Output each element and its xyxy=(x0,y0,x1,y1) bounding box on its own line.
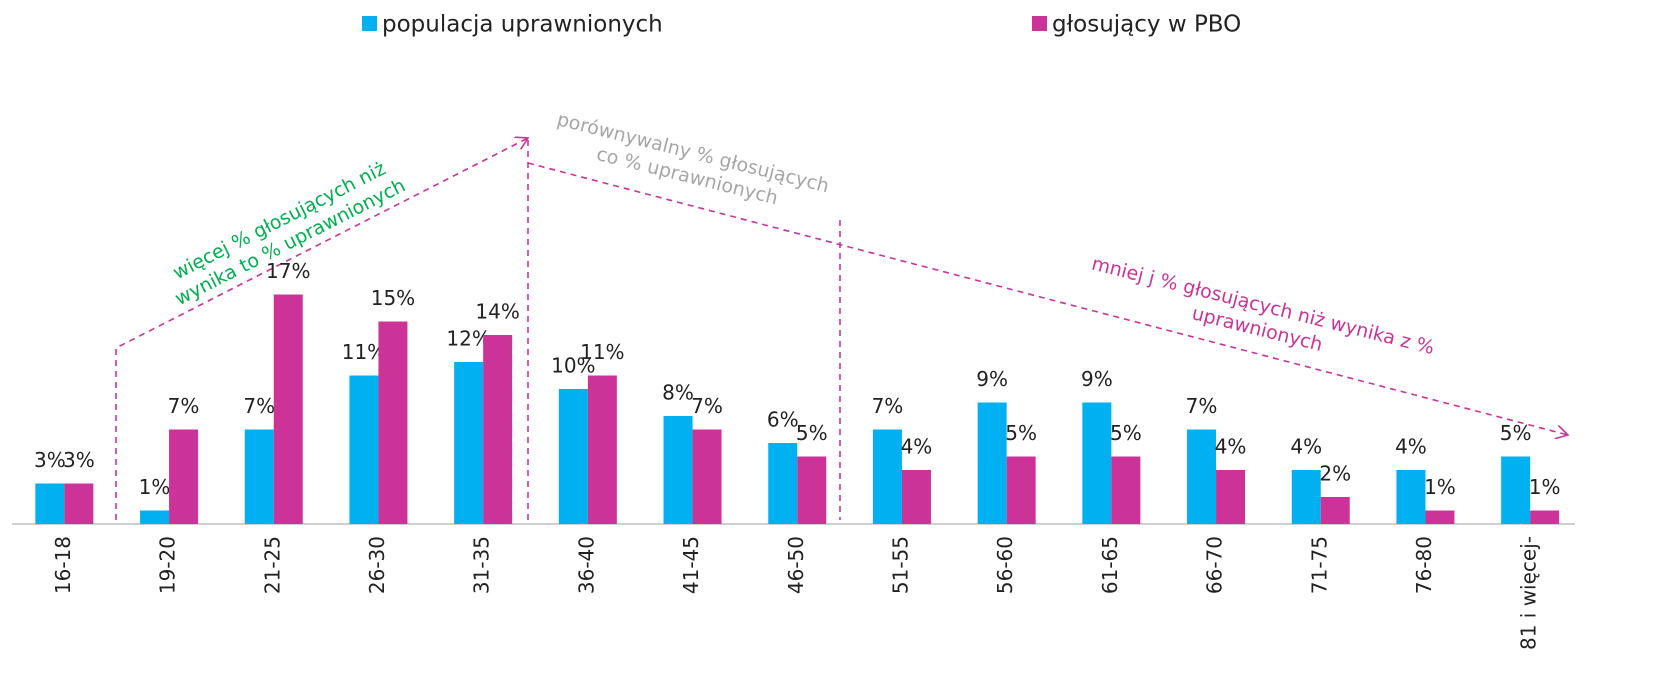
value-label: 7% xyxy=(243,394,275,418)
legend-label: populacja uprawnionych xyxy=(382,12,663,38)
bar xyxy=(797,456,827,524)
value-label: 17% xyxy=(266,259,310,283)
bar xyxy=(378,321,408,524)
value-label: 9% xyxy=(1081,367,1113,391)
value-label: 10% xyxy=(551,354,595,378)
bar xyxy=(692,429,722,524)
value-label: 1% xyxy=(1529,475,1561,499)
value-label: 7% xyxy=(691,394,723,418)
x-tick-label: 19-20 xyxy=(156,536,180,594)
value-label: 5% xyxy=(1110,421,1142,445)
legend-swatch xyxy=(1032,16,1047,31)
x-tick-label: 31-35 xyxy=(470,536,494,594)
value-label: 8% xyxy=(662,381,694,405)
value-label: 4% xyxy=(901,435,933,459)
bar xyxy=(663,416,693,524)
bar xyxy=(273,294,303,524)
value-label: 7% xyxy=(1186,394,1218,418)
x-tick-label: 26-30 xyxy=(365,536,389,594)
x-tick-label: 61-65 xyxy=(1098,536,1122,594)
bar xyxy=(1320,497,1350,524)
value-label: 11% xyxy=(580,340,624,364)
annotation: mniej j % głosujących niż wynika z %upra… xyxy=(1089,253,1436,360)
x-tick-label: 81 i więcej- xyxy=(1517,536,1541,650)
x-tick-label: 56-60 xyxy=(993,536,1017,594)
value-label: 5% xyxy=(796,421,828,445)
x-tick-label: 36-40 xyxy=(574,536,598,594)
bar xyxy=(872,429,902,524)
legend-swatch xyxy=(362,16,377,31)
bar xyxy=(1216,470,1246,524)
value-label: 4% xyxy=(1215,435,1247,459)
bar xyxy=(1187,429,1217,524)
value-label: 7% xyxy=(872,394,904,418)
x-tick-label: 21-25 xyxy=(260,536,284,594)
bar xyxy=(901,470,931,524)
value-label: 4% xyxy=(1395,435,1427,459)
value-label: 7% xyxy=(168,394,200,418)
value-label: 1% xyxy=(1424,475,1456,499)
bar xyxy=(977,402,1007,524)
bar xyxy=(1530,510,1560,524)
value-label: 15% xyxy=(371,286,415,310)
x-tick-label: 51-55 xyxy=(888,536,912,594)
bar xyxy=(349,375,379,524)
bar xyxy=(768,443,798,524)
bar xyxy=(558,389,588,524)
bar xyxy=(587,375,617,524)
x-tick-label: 41-45 xyxy=(679,536,703,594)
bar xyxy=(454,362,484,524)
value-label: 6% xyxy=(767,408,799,432)
value-label: 5% xyxy=(1005,421,1037,445)
bar xyxy=(169,429,199,524)
x-tick-label: 16-18 xyxy=(51,536,75,594)
value-label: 3% xyxy=(63,448,95,472)
bar xyxy=(1291,470,1321,524)
value-label: 1% xyxy=(139,475,171,499)
annotation-line: mniej j % głosujących niż wynika z % xyxy=(1089,253,1436,360)
bar xyxy=(1006,456,1036,524)
value-label: 14% xyxy=(475,300,519,324)
value-label: 2% xyxy=(1319,462,1351,486)
legend-label: głosujący w PBO xyxy=(1052,12,1241,38)
bar xyxy=(35,483,65,524)
value-label: 5% xyxy=(1500,421,1532,445)
x-tick-label: 66-70 xyxy=(1203,536,1227,594)
value-label: 9% xyxy=(976,367,1008,391)
bar xyxy=(483,335,513,524)
value-label: 3% xyxy=(34,448,66,472)
bar xyxy=(1396,470,1426,524)
bar xyxy=(1501,456,1531,524)
arrow-up xyxy=(115,138,528,520)
bar xyxy=(1111,456,1141,524)
bar xyxy=(244,429,274,524)
x-tick-label: 46-50 xyxy=(784,536,808,594)
bar xyxy=(1425,510,1455,524)
bar xyxy=(1082,402,1112,524)
x-tick-label: 71-75 xyxy=(1307,536,1331,594)
bar xyxy=(140,510,170,524)
bar xyxy=(64,483,94,524)
x-tick-label: 76-80 xyxy=(1412,536,1436,594)
value-label: 4% xyxy=(1290,435,1322,459)
arrow-down xyxy=(527,162,1568,435)
